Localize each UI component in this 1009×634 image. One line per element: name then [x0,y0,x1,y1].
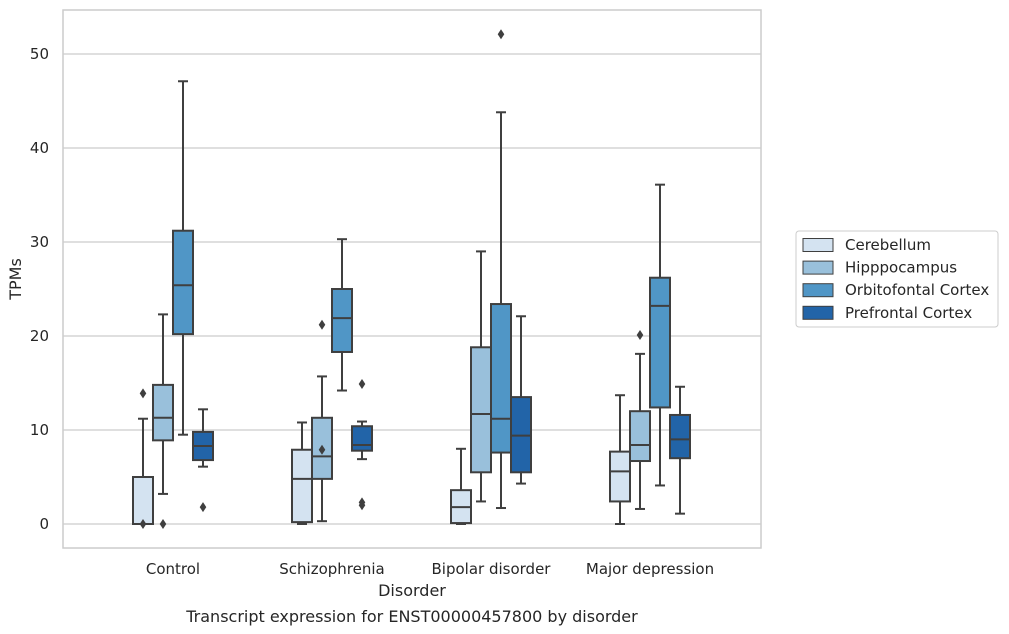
y-tick-label: 20 [30,327,49,345]
box-group [510,315,532,485]
x-tick-label: Bipolar disorder [432,560,552,578]
box [132,476,154,525]
box-group [132,388,154,529]
box-group [311,319,333,523]
chart-caption: Transcript expression for ENST0000045780… [185,607,638,626]
box [669,413,691,460]
x-tick-labels: Control Schizophrenia Bipolar disorder Majo… [146,560,714,578]
y-axis-label: TPMs [6,258,25,301]
legend-swatch [802,283,834,298]
outlier-point [139,519,147,529]
y-tick-label: 30 [30,233,49,251]
box-group [450,447,472,525]
legend-label: Prefrontal Cortex [845,304,972,322]
legend-swatch [802,260,834,275]
box-group [152,313,174,529]
box-group [490,29,512,510]
outlier-point [358,378,366,389]
box-plots [132,29,691,529]
legend: Cerebellum Hipppocampus Orbitofontal Corte… [795,230,999,328]
outlier-point [139,388,147,399]
box [351,425,373,452]
outlier-point [159,519,167,529]
outlier-point [199,502,207,513]
legend-swatch [802,305,834,320]
box-group [629,330,651,510]
outlier-point [497,29,505,40]
legend-label: Orbitofontal Cortex [845,281,989,299]
outlier-point [636,330,644,341]
box [490,303,512,454]
y-tick-labels: 0 10 20 30 40 50 [30,45,49,533]
legend-frame [795,230,999,328]
outlier-point [358,500,366,511]
box [649,276,671,409]
box [470,346,492,474]
outlier-point [318,444,326,455]
y-tick-label: 0 [39,515,49,533]
plot-frame [62,9,762,549]
box [152,383,174,442]
legend-swatch [802,238,834,252]
outlier-point [318,319,326,330]
box-group [351,378,373,511]
x-tick-label: Control [146,560,200,578]
box-group [331,238,353,392]
box-group [192,408,214,513]
box-group [172,80,194,436]
legend-label: Hipppocampus [845,259,957,277]
box-group [649,183,671,487]
box-group [291,421,313,525]
y-tick-label: 50 [30,45,49,63]
y-tick-label: 10 [30,421,49,439]
y-tick-label: 40 [30,139,49,157]
box [331,288,353,353]
box-group [609,394,631,525]
box-group [470,250,492,503]
box [629,410,651,463]
x-tick-label: Major depression [586,560,714,578]
x-axis-label: Disorder [378,581,446,600]
box [172,229,194,336]
box-group [669,385,691,515]
box [609,450,631,503]
x-tick-label: Schizophrenia [279,560,384,578]
legend-label: Cerebellum [845,236,931,254]
box [291,448,313,524]
